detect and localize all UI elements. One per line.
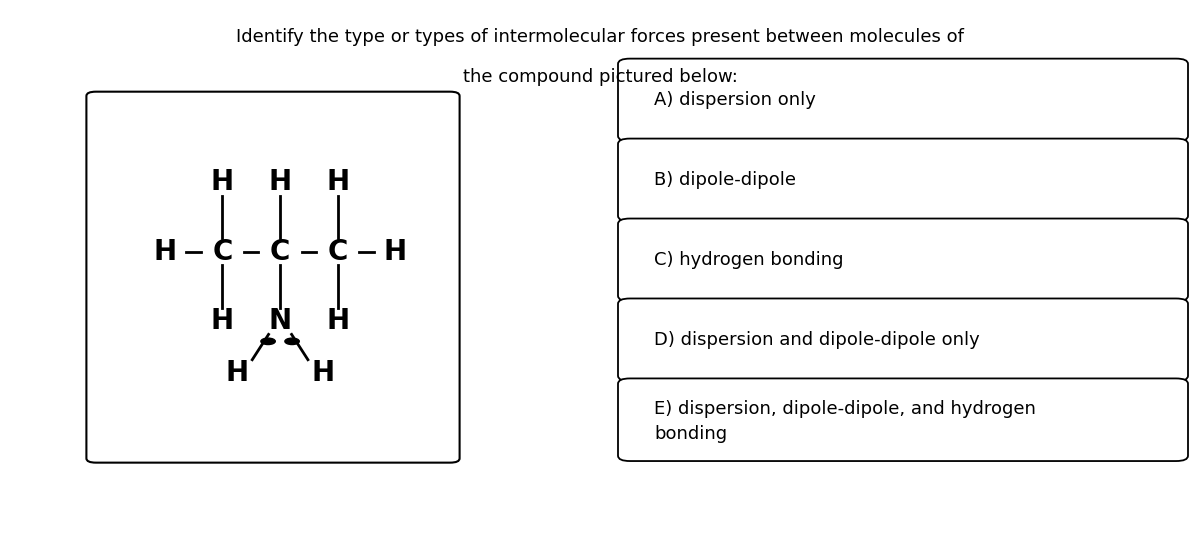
FancyBboxPatch shape: [618, 378, 1188, 461]
Text: H: H: [154, 238, 176, 266]
Text: C) hydrogen bonding: C) hydrogen bonding: [654, 251, 844, 269]
Text: H: H: [312, 359, 335, 387]
Text: E) dispersion, dipole-dipole, and hydrogen: E) dispersion, dipole-dipole, and hydrog…: [654, 400, 1036, 418]
Text: B) dipole-dipole: B) dipole-dipole: [654, 171, 796, 189]
Text: C: C: [328, 238, 348, 266]
Text: C: C: [212, 238, 233, 266]
Text: H: H: [384, 238, 407, 266]
FancyBboxPatch shape: [86, 92, 460, 463]
Text: A) dispersion only: A) dispersion only: [654, 91, 816, 109]
Text: H: H: [211, 168, 234, 197]
FancyBboxPatch shape: [618, 219, 1188, 301]
Text: the compound pictured below:: the compound pictured below:: [462, 68, 738, 86]
Text: C: C: [270, 238, 290, 266]
Text: H: H: [326, 307, 349, 335]
Text: H: H: [211, 307, 234, 335]
Text: H: H: [326, 168, 349, 197]
Text: H: H: [226, 359, 248, 387]
Text: N: N: [269, 307, 292, 335]
FancyBboxPatch shape: [618, 139, 1188, 221]
Text: bonding: bonding: [654, 425, 727, 443]
Text: D) dispersion and dipole-dipole only: D) dispersion and dipole-dipole only: [654, 331, 979, 349]
Text: H: H: [269, 168, 292, 197]
Text: Identify the type or types of intermolecular forces present between molecules of: Identify the type or types of intermolec…: [236, 28, 964, 46]
FancyBboxPatch shape: [618, 298, 1188, 381]
FancyBboxPatch shape: [618, 59, 1188, 141]
